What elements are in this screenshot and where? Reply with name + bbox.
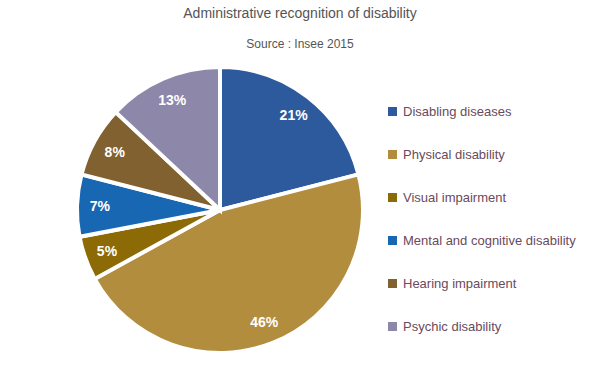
svg-text:46%: 46%: [250, 314, 279, 330]
svg-text:13%: 13%: [158, 92, 187, 108]
html-text:Disabling diseases: Disabling diseases: [403, 104, 512, 119]
html-text:Source : Insee 2015: Source : Insee 2015: [246, 37, 354, 51]
svg-text:8%: 8%: [105, 144, 126, 160]
svg-text:21%: 21%: [280, 107, 309, 123]
svg-text:5%: 5%: [97, 243, 118, 259]
html-text:Psychic disability: Psychic disability: [403, 319, 502, 334]
html-text:Mental and cognitive disabilit: Mental and cognitive disability: [403, 233, 576, 248]
html-text:Hearing impairment: Hearing impairment: [403, 276, 517, 291]
html-text:Visual impairment: Visual impairment: [403, 190, 507, 205]
html-text:Physical disability: Physical disability: [403, 147, 505, 162]
html-text:Administrative recognition of: Administrative recognition of disability: [183, 5, 417, 21]
svg-text:7%: 7%: [90, 198, 111, 214]
